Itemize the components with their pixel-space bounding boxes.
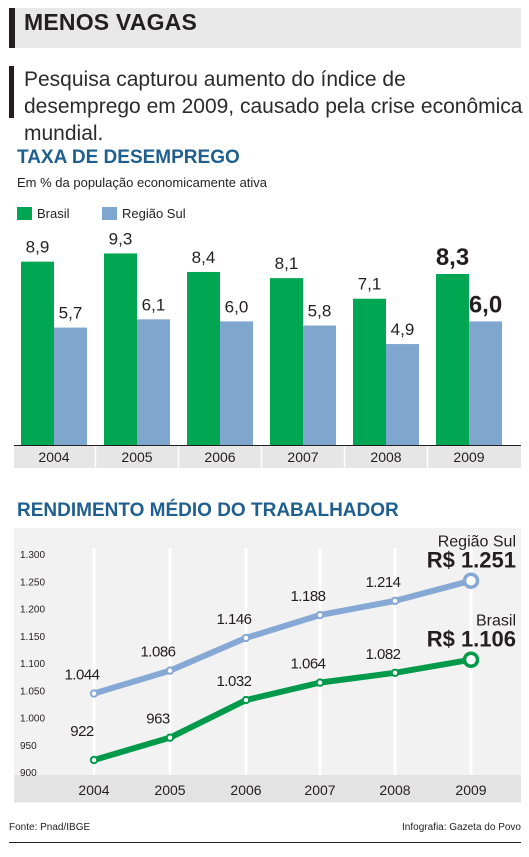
y-tick-label: 1.000 — [20, 714, 45, 725]
data-point — [315, 610, 325, 620]
legend-swatch-brasil — [17, 207, 32, 220]
data-point — [241, 695, 251, 705]
data-point — [165, 666, 175, 675]
x-tick-label: 2004 — [38, 449, 69, 465]
page-title: MENOS VAGAS — [24, 9, 198, 35]
line-regiao-sul — [93, 577, 472, 697]
source-note: Fonte: Pnad/IBGE — [9, 822, 91, 833]
bar-value-label: 9,3 — [109, 229, 133, 248]
data-point — [315, 678, 325, 687]
bar-chart-title: TAXA DE DESEMPREGO — [17, 147, 240, 168]
bar-value-label: 6,1 — [142, 295, 166, 314]
y-tick-label: 1.100 — [20, 659, 45, 670]
data-point — [89, 755, 99, 765]
credit-note: Infografia: Gazeta do Povo — [402, 822, 521, 833]
x-tick-label: 2009 — [453, 449, 484, 465]
y-tick-label: 1.250 — [20, 577, 45, 588]
bar-value-label: 5,8 — [308, 302, 332, 321]
y-tick-label: 900 — [20, 768, 37, 779]
data-point — [390, 668, 400, 678]
point-value-label: 922 — [70, 723, 94, 740]
point-value-label: 1.188 — [290, 588, 325, 605]
bar-brasil-2004 — [21, 261, 54, 445]
bar-chart: 8,9 5,7 2004 9,3 6,1 2005 8,4 6,0 2006 8,1 5,8 2007… — [14, 229, 521, 468]
point-value-label: 1.214 — [365, 574, 400, 591]
bar-regiao-sul-2004 — [54, 327, 87, 445]
data-point — [390, 596, 400, 606]
bar-value-label: 7,1 — [358, 275, 382, 294]
data-point — [165, 733, 175, 742]
line-brasil — [93, 656, 472, 763]
bar-regiao-sul-2007 — [303, 325, 336, 445]
x-tick-label: 2007 — [287, 449, 318, 465]
x-tick-label: 2005 — [121, 449, 152, 465]
footer-rule — [9, 842, 521, 843]
bar-regiao-sul-2005 — [137, 319, 170, 445]
bar-regiao-sul-2009 — [469, 321, 502, 445]
line-chart-title: RENDIMENTO MÉDIO DO TRABALHADOR — [17, 500, 399, 521]
x-tick-label: 2004 — [78, 782, 109, 798]
lede-rule — [9, 66, 14, 118]
x-axis-band — [14, 446, 521, 468]
bar-regiao-sul-2006 — [220, 321, 253, 445]
bar-brasil-2009 — [436, 274, 469, 445]
bar-brasil-2007 — [270, 278, 303, 445]
bar-value-label: 8,1 — [275, 254, 299, 273]
point-value-label: 963 — [146, 711, 170, 728]
legend-label-regiao-sul: Região Sul — [122, 206, 186, 221]
bar-value-label: 8,9 — [26, 238, 50, 257]
x-tick-label: 2006 — [230, 782, 261, 798]
y-tick-label: 1.150 — [20, 632, 45, 643]
point-value-label: 1.044 — [64, 667, 99, 684]
bar-value-label: 5,7 — [59, 304, 83, 323]
point-value-label: 1.064 — [290, 656, 325, 673]
title-bar — [9, 8, 521, 48]
point-value-label: 1.146 — [216, 611, 251, 628]
x-tick-label: 2005 — [154, 782, 185, 798]
bar-value-label: 6,0 — [225, 297, 249, 316]
bar-brasil-2006 — [187, 271, 220, 445]
x-axis-band — [14, 775, 521, 802]
series-final-value: R$ 1.251 — [427, 548, 516, 573]
x-tick-label: 2009 — [455, 782, 486, 798]
legend-label-brasil: Brasil — [37, 206, 70, 221]
data-point — [462, 572, 480, 589]
x-tick-label: 2006 — [204, 449, 235, 465]
bar-value-label: 4,9 — [391, 320, 415, 339]
bar-value-label: 8,3 — [436, 244, 469, 271]
x-tick-label: 2008 — [370, 449, 401, 465]
series-final-value: R$ 1.106 — [427, 627, 516, 652]
bar-regiao-sul-2008 — [386, 344, 419, 445]
bar-brasil-2008 — [353, 298, 386, 445]
point-value-label: 1.086 — [140, 644, 175, 661]
bar-chart-subtitle: Em % da população economicamente ativa — [17, 175, 268, 190]
point-value-label: 1.082 — [365, 646, 400, 663]
x-tick-label: 2008 — [379, 782, 410, 798]
legend-swatch-regiao-sul — [102, 207, 117, 220]
bar-value-label: 6,0 — [469, 291, 502, 318]
lede-text: Pesquisa capturou aumento do índice de d… — [24, 68, 523, 145]
data-point — [89, 689, 99, 698]
bar-value-label: 8,4 — [192, 248, 216, 267]
data-point — [462, 651, 480, 668]
y-tick-label: 950 — [20, 741, 37, 752]
series-name-label: Região Sul — [438, 534, 516, 551]
series-name-label: Brasil — [476, 613, 516, 630]
point-value-label: 1.032 — [216, 673, 251, 690]
line-chart: 900 950 1.000 1.050 1.100 1.150 1.200 1.250 1.30… — [14, 528, 521, 803]
y-tick-label: 1.300 — [20, 550, 45, 561]
y-tick-label: 1.050 — [20, 686, 45, 697]
x-tick-label: 2007 — [304, 782, 335, 798]
data-point — [241, 633, 251, 643]
y-tick-label: 1.200 — [20, 605, 45, 616]
bar-brasil-2005 — [104, 253, 137, 445]
